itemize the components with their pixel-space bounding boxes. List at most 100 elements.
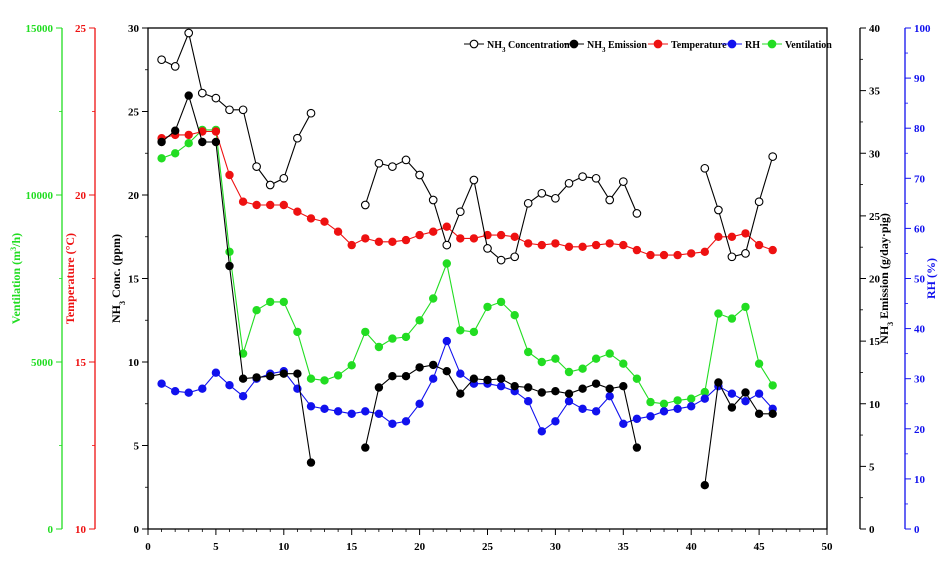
rh-tick-label: 30 — [914, 374, 926, 386]
data-point-temp — [700, 247, 709, 256]
data-point-rh — [442, 336, 451, 346]
data-point-emis — [170, 126, 180, 135]
temp-tick-label: 15 — [75, 357, 87, 369]
data-point-conc — [537, 188, 547, 198]
data-point-rh — [306, 402, 316, 411]
data-point-emis — [238, 374, 248, 383]
data-point-rh — [551, 417, 560, 426]
data-point-conc — [469, 175, 479, 185]
data-point-conc — [293, 133, 302, 143]
data-point-rh — [361, 407, 370, 416]
vent-axis-title-tail: /h) — [9, 233, 23, 248]
x-tick-label: 45 — [754, 541, 766, 553]
data-point-rh — [456, 369, 465, 378]
data-point-temp — [741, 229, 750, 238]
data-point-temp — [252, 200, 261, 210]
data-point-emis — [741, 388, 750, 397]
axes-layer: 0 5 10 15 20 25 30 35 40 45 50050001000015000Venti… — [9, 23, 939, 553]
data-point-conc — [496, 255, 506, 265]
data-point-rh — [496, 382, 506, 391]
data-point-temp — [279, 200, 288, 210]
series-vent — [157, 125, 777, 408]
data-point-temp — [564, 242, 574, 251]
data-point-rh — [157, 379, 166, 388]
data-point-conc — [551, 193, 560, 203]
data-point-emis — [632, 443, 642, 452]
emis-axis-title-tail: Emission (g/day·pig) — [877, 213, 891, 322]
data-point-temp — [184, 130, 193, 140]
data-point-emis — [619, 382, 628, 391]
legend-item-emis: NH3 Emission — [564, 39, 647, 54]
temp-axis-title: Temperature (°C) — [63, 233, 77, 324]
data-point-vent — [306, 374, 316, 383]
data-point-temp — [238, 197, 248, 206]
conc-tick-label: 25 — [128, 107, 140, 119]
data-point-temp — [388, 237, 397, 246]
legend-marker-conc — [469, 39, 479, 49]
data-point-vent — [361, 327, 370, 337]
data-point-vent — [225, 247, 234, 256]
conc-axis-title: NH3 Conc. (ppm) — [109, 234, 127, 323]
legend-label-subscript: 3 — [502, 46, 506, 54]
data-point-vent — [673, 396, 682, 405]
legend-label-conc: NH3 Concentration — [487, 40, 570, 54]
series-line-emis — [161, 93, 312, 463]
emis-tick-label: 40 — [869, 23, 881, 35]
legend-marker-rh — [727, 39, 737, 49]
data-point-conc — [632, 209, 642, 218]
legend-marker-vent — [767, 39, 777, 49]
conc-tick-label: 20 — [128, 190, 140, 202]
data-point-conc — [727, 252, 737, 262]
data-point-temp — [333, 227, 343, 236]
vent-tick-label: 0 — [48, 524, 54, 536]
data-point-rh — [401, 417, 411, 426]
series-emis — [157, 91, 777, 490]
vent-axis-title: Ventilation (m3/h) — [9, 233, 24, 324]
data-point-vent — [659, 399, 669, 408]
emis-tick-label: 10 — [869, 399, 881, 411]
data-point-conc — [510, 252, 520, 262]
data-point-conc — [197, 88, 207, 98]
data-point-temp — [306, 214, 316, 223]
data-point-vent — [510, 311, 519, 320]
rh-tick-label: 20 — [914, 424, 926, 436]
data-point-emis — [483, 375, 492, 385]
data-point-temp — [415, 230, 424, 240]
series-layer — [157, 28, 778, 490]
data-point-temp — [320, 217, 329, 226]
data-point-temp — [401, 235, 411, 245]
data-point-conc — [523, 198, 533, 208]
series-conc — [157, 28, 778, 265]
data-point-temp — [524, 239, 533, 248]
data-point-emis — [537, 388, 546, 397]
data-point-vent — [320, 376, 329, 385]
data-point-vent — [632, 374, 642, 383]
data-point-rh — [605, 392, 614, 401]
x-tick-label: 15 — [346, 541, 358, 553]
data-point-temp — [442, 222, 451, 231]
data-point-conc — [455, 207, 465, 217]
data-point-rh — [238, 392, 248, 401]
data-point-conc — [564, 178, 574, 188]
data-point-rh — [578, 404, 587, 413]
data-point-vent — [388, 334, 397, 343]
rh-tick-label: 80 — [914, 123, 926, 135]
data-point-rh — [211, 368, 221, 377]
rh-tick-label: 100 — [914, 23, 931, 35]
data-point-conc — [170, 62, 180, 71]
data-point-rh — [754, 389, 764, 398]
data-point-rh — [591, 407, 601, 416]
data-point-vent — [605, 349, 614, 358]
data-point-vent — [347, 361, 356, 370]
data-point-rh — [415, 399, 424, 408]
data-point-vent — [170, 149, 180, 158]
conc-axis-title-subscript: 3 — [118, 301, 127, 305]
data-point-conc — [700, 163, 710, 173]
data-point-emis — [727, 403, 737, 412]
data-point-temp — [754, 240, 764, 250]
data-point-conc — [754, 197, 764, 207]
data-point-rh — [184, 388, 193, 397]
vent-axis-title-main: Ventilation (m — [9, 251, 23, 324]
series-line-rh — [161, 339, 774, 433]
